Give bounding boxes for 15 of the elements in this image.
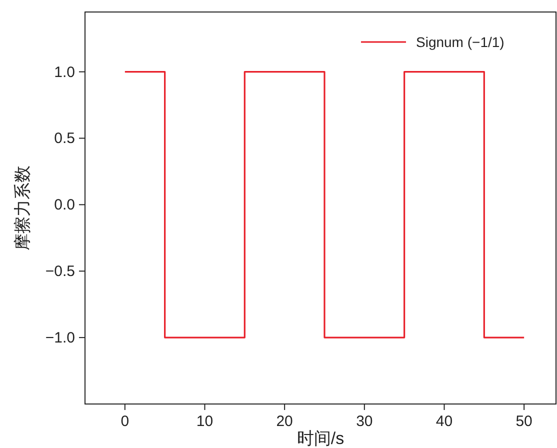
x-tick-label: 50 — [516, 413, 532, 430]
y-axis-title: 摩擦力系数 — [13, 166, 32, 250]
y-tick-label: 0.5 — [54, 130, 75, 148]
x-tick-label: 40 — [436, 413, 453, 430]
x-axis-title: 时间/s — [296, 429, 344, 448]
legend-label: Signum (−1/1) — [416, 34, 504, 50]
x-tick-label: 10 — [196, 413, 214, 430]
x-tick-label: 20 — [276, 413, 293, 430]
y-tick-label: 0.0 — [54, 196, 75, 214]
x-tick-label: 30 — [356, 413, 373, 430]
y-tick-label: −1.0 — [45, 330, 75, 347]
legend: Signum (−1/1) — [361, 34, 504, 50]
y-tick-label: 1.0 — [54, 64, 75, 81]
y-tick-label: −0.5 — [45, 263, 75, 280]
x-tick-label: 0 — [120, 413, 130, 430]
